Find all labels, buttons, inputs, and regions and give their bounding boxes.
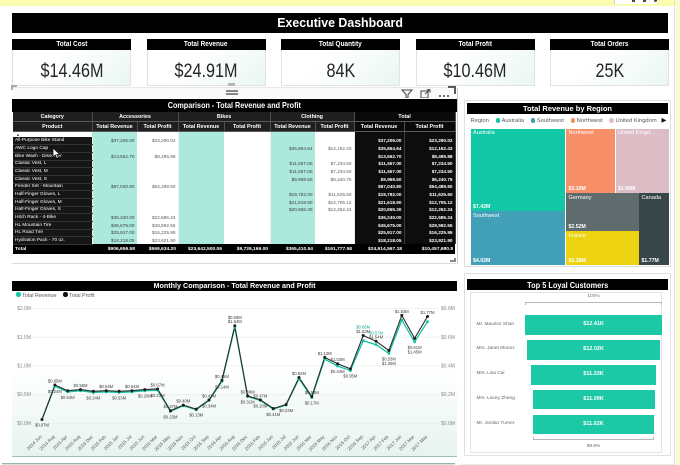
svg-text:$0.61M: $0.61M xyxy=(408,345,422,350)
svg-text:$0.43M: $0.43M xyxy=(202,393,216,398)
svg-text:$0.0M: $0.0M xyxy=(17,421,31,427)
svg-text:$0.53M: $0.53M xyxy=(112,396,126,401)
svg-text:$0.57M: $0.57M xyxy=(369,330,383,335)
svg-text:$0.53M: $0.53M xyxy=(382,356,396,361)
svg-text:$1.12M: $1.12M xyxy=(318,351,332,356)
svg-text:$0.0M: $0.0M xyxy=(441,421,455,427)
svg-text:$0.95M: $0.95M xyxy=(343,374,357,379)
svg-text:$0.44M: $0.44M xyxy=(331,369,345,374)
svg-text:$0.54M: $0.54M xyxy=(99,384,113,389)
svg-text:$0.13M: $0.13M xyxy=(189,413,203,418)
svg-text:$0.56M: $0.56M xyxy=(74,383,88,388)
svg-text:$1.77M: $1.77M xyxy=(421,310,435,315)
svg-text:$0.65M: $0.65M xyxy=(48,378,62,383)
svg-text:$0.41M: $0.41M xyxy=(266,412,280,417)
svg-text:$0.6M: $0.6M xyxy=(441,335,455,341)
svg-text:$0.36M: $0.36M xyxy=(241,389,255,394)
svg-text:$1.54M: $1.54M xyxy=(369,335,383,340)
svg-text:$0.8M: $0.8M xyxy=(441,306,455,312)
svg-text:$0.34M: $0.34M xyxy=(202,404,216,409)
svg-text:$0.23M: $0.23M xyxy=(151,393,165,398)
svg-text:$2.0M: $2.0M xyxy=(17,306,31,312)
svg-text:$0.2M: $0.2M xyxy=(441,392,455,398)
svg-text:$1.25M: $1.25M xyxy=(382,361,396,366)
svg-text:$0.27M: $0.27M xyxy=(164,404,178,409)
svg-text:$0.54M: $0.54M xyxy=(61,395,75,400)
svg-text:$1.0M: $1.0M xyxy=(17,364,31,370)
svg-text:$0.40M: $0.40M xyxy=(176,399,190,404)
svg-text:$0.07M: $0.07M xyxy=(35,423,49,428)
svg-text:$0.45M: $0.45M xyxy=(215,374,229,379)
svg-text:$0.24M: $0.24M xyxy=(48,389,62,394)
svg-text:$0.82M: $0.82M xyxy=(292,371,306,376)
svg-text:$1.03M: $1.03M xyxy=(331,357,345,362)
svg-text:$0.5M: $0.5M xyxy=(17,392,31,398)
svg-text:$0.53M: $0.53M xyxy=(305,390,319,395)
svg-text:$1.53M: $1.53M xyxy=(356,329,370,334)
svg-text:$0.4M: $0.4M xyxy=(441,364,455,370)
svg-text:$1.45M: $1.45M xyxy=(408,349,422,354)
svg-text:$0.17M: $0.17M xyxy=(305,401,319,406)
svg-text:$0.66M: $0.66M xyxy=(356,325,370,330)
svg-text:$0.47M: $0.47M xyxy=(253,393,267,398)
svg-text:$0.54M: $0.54M xyxy=(125,384,139,389)
svg-text:$0.23M: $0.23M xyxy=(279,408,293,413)
svg-text:$0.14M: $0.14M xyxy=(215,385,229,390)
svg-text:$0.69M: $0.69M xyxy=(228,315,242,320)
svg-text:$0.24M: $0.24M xyxy=(86,396,100,401)
svg-text:$0.31M: $0.31M xyxy=(241,400,255,405)
svg-text:$0.67M: $0.67M xyxy=(151,382,165,387)
svg-text:$0.20M: $0.20M xyxy=(253,404,267,409)
svg-text:$1.5M: $1.5M xyxy=(17,335,31,341)
svg-text:$0.20M: $0.20M xyxy=(138,394,152,399)
svg-text:$1.64M: $1.64M xyxy=(228,319,242,324)
svg-text:$1.83M: $1.83M xyxy=(395,309,409,314)
svg-text:$0.23M: $0.23M xyxy=(164,414,178,419)
